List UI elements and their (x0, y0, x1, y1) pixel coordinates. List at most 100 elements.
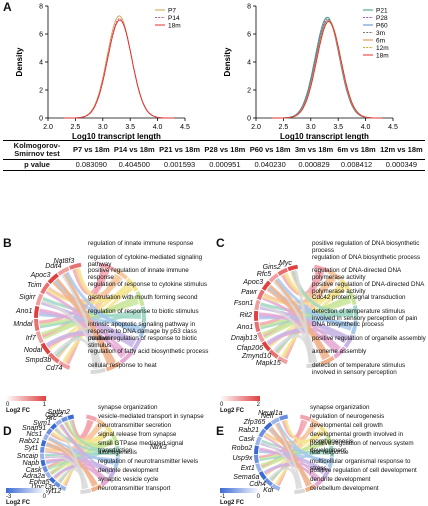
pvalue-cell: 0.001593 (157, 160, 202, 171)
x-tick-label: 4.5 (388, 124, 398, 131)
legend-label: P7 (168, 8, 176, 15)
gene-label: Zmynd10 (242, 353, 271, 360)
gene-label: Neurl1a (258, 410, 283, 417)
legend-label: P21 (376, 8, 388, 15)
log2fc-colorbar (6, 396, 46, 401)
gene-label: Rfc5 (257, 271, 271, 278)
gene-label: Nat8f3 (54, 258, 75, 265)
pvalue-cell: 0.000951 (202, 160, 247, 171)
gene-arc (259, 291, 263, 300)
pvalue-cell: 0.008412 (335, 160, 378, 171)
pvalue-cell: 0.083090 (71, 160, 112, 171)
gene-arc (36, 306, 37, 318)
gene-arc (60, 487, 65, 490)
y-tick-label: 8 (247, 4, 251, 11)
term-arc (300, 417, 310, 420)
gene-label: Rit2 (240, 312, 252, 319)
legend-label: P60 (376, 23, 388, 30)
gene-arc (52, 425, 56, 429)
density-line-12m (272, 20, 382, 118)
gene-arc (42, 447, 43, 453)
gene-arc (48, 429, 51, 434)
density-line-3m (272, 20, 382, 118)
legend-label: 18m (376, 53, 389, 60)
x-tick-label: 3.0 (306, 124, 316, 131)
gene-label: Sptbn2 (48, 409, 70, 416)
term-label: cerebellum development (310, 485, 426, 492)
term-label: developmental cell growth (310, 422, 426, 429)
pvalue-cell: 0.404500 (112, 160, 157, 171)
chord-diagram-d: Syt12Unc13cEpha5Adra2aCaskNapbSncaipSyt1… (0, 404, 214, 500)
y-tick-label: 6 (39, 32, 43, 39)
log2fc-colorbar (220, 488, 260, 493)
x-axis-label: Log10 transcript length (280, 132, 369, 140)
gene-label: Robo2 (232, 445, 253, 452)
term-label: regulation of innate immune response (88, 240, 213, 247)
y-axis-label: Density (223, 47, 232, 76)
pvalue-cell: 0.000349 (378, 160, 425, 171)
gene-arc (280, 417, 288, 419)
term-label: regulation of cytokine-mediated signalin… (88, 254, 213, 268)
term-label: neurotransmitter transport (98, 485, 210, 492)
y-tick-label: 0 (247, 116, 251, 123)
gene-arc (56, 421, 61, 424)
x-tick-label: 2.5 (71, 124, 81, 131)
gene-arc (261, 472, 266, 479)
gene-label: Cd74 (46, 365, 63, 372)
ks-test-table: Kolmogorov-Smirnov test P7 vs 18m P14 vs… (0, 140, 428, 171)
gene-arc (45, 435, 48, 440)
gene-label: Rab21 (238, 427, 259, 434)
gene-label: Usp9x (233, 455, 253, 462)
ks-header: P60 vs 18m (248, 141, 293, 160)
ks-header: P7 vs 18m (71, 141, 112, 160)
term-label: fear response (310, 449, 426, 456)
gene-label: Smpd3b (25, 357, 51, 364)
x-tick-label: 4.0 (361, 124, 371, 131)
term-label: detection of temperature stimulus involv… (312, 362, 428, 376)
density-line-p60 (272, 20, 382, 118)
term-label: Cdc42 protein signal transduction (312, 294, 428, 301)
gene-label: Irf7 (26, 335, 36, 342)
term-label: neurotransmitter secretion (98, 422, 210, 429)
gene-label: Sncaip (17, 453, 38, 460)
term-label: regulation of neurogenesis (310, 413, 426, 420)
x-tick-label: 2.5 (279, 124, 289, 131)
term-label: positive regulation of DNA-directed DNA … (312, 281, 428, 295)
legend-label: 3m (376, 30, 385, 37)
legend-label: 18m (168, 23, 181, 30)
density-line-p7 (64, 16, 174, 118)
gene-label: Sema6a (233, 474, 259, 481)
log2fc-colorbar (220, 396, 260, 401)
ks-header: 12m vs 18m (378, 141, 425, 160)
ks-header: 3m vs 18m (293, 141, 336, 160)
gene-label: Dnajb13 (231, 335, 257, 342)
legend-label: 6m (376, 38, 385, 45)
term-label: regulation of fatty acid biosynthetic pr… (88, 348, 213, 355)
ks-header: P28 vs 18m (202, 141, 247, 160)
gene-arc (257, 437, 260, 445)
x-tick-label: 3.5 (125, 124, 135, 131)
gene-label: Syt1 (24, 445, 38, 452)
term-label: synapse organization (310, 404, 426, 411)
gene-arc (256, 455, 257, 463)
term-label: vesicle-mediated transport in synapse (98, 413, 210, 420)
gene-label: Adra2a (22, 473, 45, 480)
gene-arc (42, 460, 43, 466)
y-tick-label: 2 (39, 88, 43, 95)
gene-label: Cfap206 (237, 345, 263, 352)
pvalue-cell: 0.000829 (293, 160, 336, 171)
gene-arc (288, 267, 298, 270)
gene-arc (259, 332, 263, 341)
gene-label: Ext1 (241, 465, 255, 472)
x-tick-label: 3.0 (98, 124, 108, 131)
y-tick-label: 6 (247, 32, 251, 39)
log2fc-title: Log2 FC (220, 500, 260, 506)
term-label: positive regulation of DNA biosynthetic … (312, 240, 428, 254)
gene-label: Mapk15 (256, 360, 281, 367)
term-label: gastrulation with mouth forming second (88, 294, 213, 301)
